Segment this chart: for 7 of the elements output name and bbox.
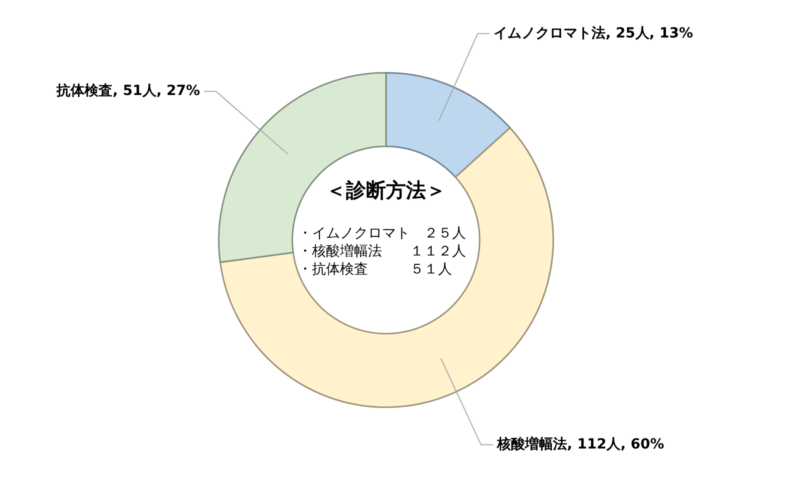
slice-label: 抗体検査, 51人, 27% bbox=[56, 83, 200, 100]
text: ・核酸増幅法 １１２人 bbox=[298, 242, 466, 260]
slice-label: イムノクロマト法, 25人, 13% bbox=[494, 25, 693, 42]
text: ・抗体検査 ５１人 bbox=[298, 262, 452, 278]
text: ＜診断方法＞ bbox=[326, 178, 446, 202]
slice-label: 核酸増幅法, 112人, 60% bbox=[496, 435, 664, 452]
text: ・イムノクロマト ２５人 bbox=[298, 226, 466, 242]
